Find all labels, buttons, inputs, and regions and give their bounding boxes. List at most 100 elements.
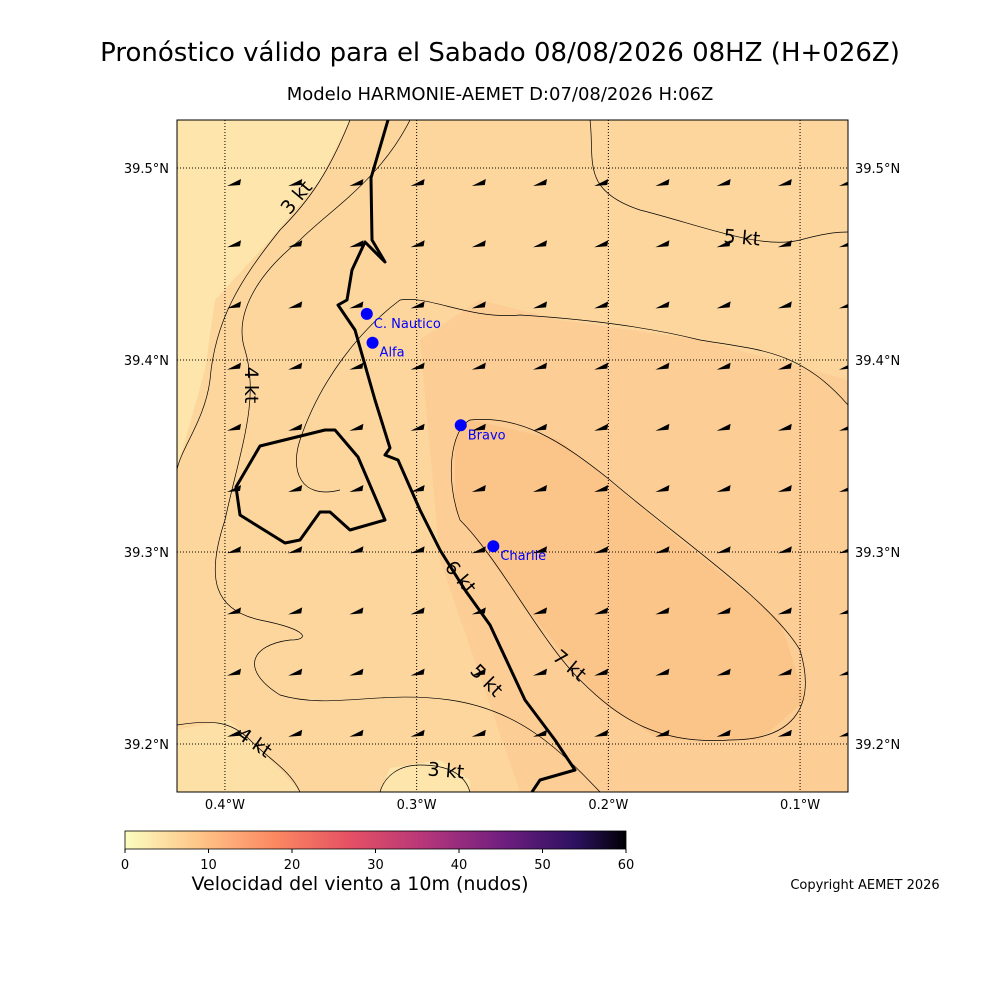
wind-arrow (777, 301, 792, 309)
lon-label: 0.2°W (588, 798, 628, 813)
wind-arrow (349, 485, 364, 492)
coastline (234, 120, 577, 792)
wind-arrow (594, 240, 609, 248)
wind-arrow (594, 607, 609, 615)
wind-arrow (227, 362, 241, 370)
wind-arrow (716, 729, 731, 737)
wind-arrow (594, 729, 609, 737)
wind-arrow (533, 485, 547, 492)
wind-arrow (594, 301, 609, 309)
colorbar-tick-label: 60 (618, 858, 635, 873)
colorbar-tick-label: 0 (121, 858, 129, 873)
lat-label: 39.2°N (124, 738, 169, 753)
contour-label-bg: 3 kt (427, 758, 465, 783)
wind-arrow (716, 240, 731, 248)
lat-label: 39.5°N (855, 162, 900, 177)
station (360, 307, 373, 320)
station-label: Alfa (380, 346, 405, 361)
wind-arrow (227, 240, 241, 248)
wind-arrow (594, 668, 609, 676)
wind-arrow (839, 487, 848, 492)
wind-arrow (839, 671, 848, 676)
wind-arrow (471, 729, 486, 737)
graticule (177, 120, 848, 792)
wind-arrow (839, 303, 848, 309)
lat-label: 39.5°N (124, 162, 169, 177)
wind-arrow (655, 240, 670, 248)
wind-arrow (471, 179, 486, 186)
wind-arrow (288, 607, 303, 615)
wind-arrow (839, 609, 848, 615)
lon-label: 0.1°W (780, 798, 820, 813)
wind-arrow (288, 179, 303, 186)
wind-arrow (533, 423, 547, 431)
wind-arrow (471, 301, 486, 309)
wind-arrow (655, 668, 670, 676)
wind-arrow (349, 362, 364, 370)
colorbar-tick-label: 50 (534, 858, 551, 873)
wind-arrow (410, 546, 425, 554)
wind-arrow (471, 485, 486, 492)
wind-arrow (288, 240, 303, 248)
wind-arrow (839, 732, 848, 737)
station (366, 336, 379, 349)
station (454, 419, 467, 432)
wind-arrow (288, 729, 303, 737)
wind-arrow (349, 179, 364, 186)
contour-label-bg: 5 kt (723, 225, 761, 250)
wind-arrow (716, 546, 731, 554)
wind-arrow (839, 242, 848, 248)
wind-arrow (716, 179, 731, 186)
wind-arrow (533, 607, 547, 615)
wind-arrow (655, 729, 670, 737)
wind-arrow (288, 301, 303, 309)
wind-arrow (594, 179, 609, 186)
wind-arrow (655, 607, 670, 615)
wind-arrows (227, 179, 848, 737)
wind-arrow (594, 362, 609, 370)
wind-arrow (777, 607, 792, 615)
wind-arrow (777, 240, 792, 248)
wind-arrow (410, 179, 425, 186)
lat-label: 39.4°N (124, 354, 169, 369)
wind-arrow (533, 362, 547, 370)
wind-arrow (533, 240, 547, 248)
wind-arrow (655, 546, 670, 554)
wind-arrow (716, 607, 731, 615)
wind-arrow (533, 301, 547, 309)
wind-arrow (349, 729, 364, 737)
wind-arrow (410, 668, 425, 676)
lon-label: 0.3°W (397, 798, 437, 813)
wind-arrow (777, 423, 792, 431)
wind-arrow (533, 546, 547, 554)
wind-arrow (777, 179, 792, 186)
field-light (177, 720, 300, 792)
wind-arrow (410, 729, 425, 737)
wind-arrow (839, 181, 848, 186)
wind-arrow (655, 423, 670, 431)
wind-arrow (288, 668, 303, 676)
wind-arrow (349, 423, 364, 431)
wind-arrow (227, 546, 241, 554)
wind-arrow (471, 423, 486, 431)
wind-arrow (716, 301, 731, 309)
wind-arrow (349, 668, 364, 676)
contour-label: 3 kt (427, 758, 465, 783)
copyright: Copyright AEMET 2026 (790, 878, 939, 893)
station-label: Bravo (468, 428, 506, 443)
wind-arrow (410, 485, 425, 492)
contour-label: 5 kt (723, 225, 761, 250)
map-field (177, 120, 848, 792)
wind-arrow (288, 546, 303, 554)
wind-arrow (594, 485, 609, 492)
wind-arrow (839, 365, 848, 370)
wind-arrow (655, 301, 670, 309)
wind-arrow (288, 485, 303, 492)
wind-arrow (533, 179, 547, 186)
contours (177, 120, 848, 792)
wind-arrow (349, 607, 364, 615)
wind-arrow (410, 423, 425, 431)
subtitle: Modelo HARMONIE-AEMET D:07/08/2026 H:06Z (287, 84, 714, 105)
station-label: Charlie (500, 549, 546, 564)
